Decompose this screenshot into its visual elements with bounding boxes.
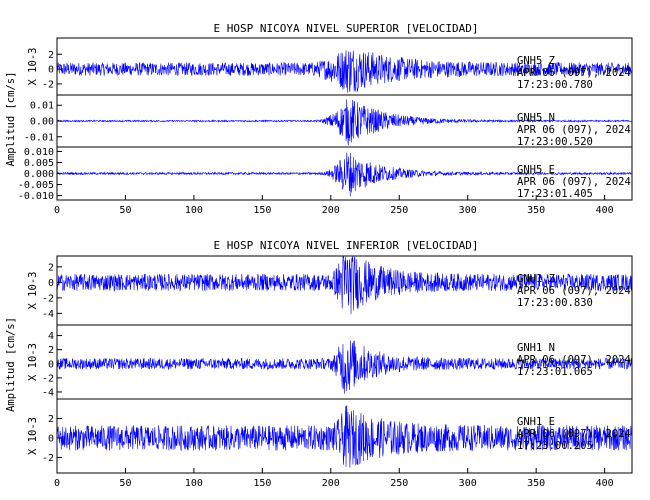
time-label: 17:23:00.780 (517, 79, 593, 91)
y-axis-title: Amplitud [cm/s] (5, 317, 17, 412)
time-label: 17:23:00.830 (517, 297, 593, 309)
y-tick-label: -0.010 (18, 191, 54, 202)
y-tick-label: 2 (48, 262, 54, 273)
y-tick-label: -4 (42, 309, 54, 320)
y-tick-label: 0.010 (24, 147, 54, 158)
y-tick-label: 0 (48, 359, 54, 370)
y-tick-label: -2 (42, 293, 54, 304)
x-tick-label: 350 (527, 478, 545, 489)
chart-title-inferior: E HOSP NICOYA NIVEL INFERIOR [VELOCIDAD] (214, 239, 479, 252)
x-tick-label: 0 (54, 478, 60, 489)
date-label: APR 06 (097), 2024 (517, 285, 631, 297)
station-label: GNH1 E (517, 416, 555, 428)
waveform-gnh5-z (56, 50, 633, 93)
waveform-gnh1-z (56, 255, 633, 315)
x-tick-label: 400 (596, 478, 614, 489)
waveform-gnh1-n (56, 340, 633, 394)
x-tick-label: 0 (54, 205, 60, 216)
x-tick-label: 300 (459, 478, 477, 489)
y-tick-label: 0.005 (24, 158, 54, 169)
waveform-gnh5-e (56, 152, 633, 197)
date-label: APR 06 (097), 2024 (517, 124, 631, 136)
y-tick-label: 0.01 (30, 101, 54, 112)
y-tick-label: -4 (42, 387, 54, 398)
x-tick-label: 300 (459, 205, 477, 216)
y-tick-label: 0.000 (24, 169, 54, 180)
station-label: GNH5 N (517, 112, 555, 124)
station-label: GNH5 Z (517, 55, 555, 67)
waveform-gnh1-e (56, 405, 633, 468)
time-label: 17:23:01.065 (517, 366, 593, 378)
y-tick-label: 2 (48, 414, 54, 425)
y-multiplier-label: X 10-3 (27, 272, 39, 310)
y-tick-label: 0.00 (30, 117, 54, 128)
panel-frame (56, 398, 633, 474)
x-tick-label: 200 (322, 205, 340, 216)
y-tick-label: 4 (48, 331, 54, 342)
date-label: APR 06 (097), 2024 (517, 354, 631, 366)
y-tick-label: -2 (42, 79, 54, 90)
y-tick-label: 2 (48, 50, 54, 61)
x-tick-label: 50 (119, 478, 131, 489)
y-multiplier-label: X 10-3 (27, 343, 39, 381)
x-tick-label: 50 (119, 205, 131, 216)
y-tick-label: 2 (48, 345, 54, 356)
y-multiplier-label: X 10-3 (27, 417, 39, 455)
x-tick-label: 350 (527, 205, 545, 216)
x-tick-label: 100 (185, 205, 203, 216)
date-label: APR 06 (097), 2024 (517, 67, 631, 79)
waveform-gnh5-n (56, 99, 633, 146)
x-tick-label: 200 (322, 478, 340, 489)
time-label: 17:23:00.520 (517, 136, 593, 148)
station-label: GNH1 N (517, 342, 555, 354)
x-tick-label: 250 (390, 478, 408, 489)
station-label: GNH5 E (517, 164, 555, 176)
y-tick-label: -2 (42, 453, 54, 464)
y-multiplier-label: X 10-3 (27, 48, 39, 86)
x-tick-label: 100 (185, 478, 203, 489)
y-tick-label: 0 (48, 65, 54, 76)
date-label: APR 06 (097), 2024 (517, 428, 631, 440)
x-tick-label: 150 (253, 478, 271, 489)
y-tick-label: -2 (42, 373, 54, 384)
chart-title-superior: E HOSP NICOYA NIVEL SUPERIOR [VELOCIDAD] (214, 22, 479, 35)
time-label: 17:23:00.205 (517, 440, 593, 452)
y-tick-label: 0 (48, 278, 54, 289)
time-label: 17:23:01.405 (517, 188, 593, 200)
y-axis-title: Amplitud [cm/s] (5, 72, 17, 167)
y-tick-label: 0 (48, 433, 54, 444)
x-tick-label: 400 (596, 205, 614, 216)
date-label: APR 06 (097), 2024 (517, 176, 631, 188)
y-tick-label: -0.01 (24, 132, 54, 143)
x-tick-label: 250 (390, 205, 408, 216)
y-tick-label: -0.005 (18, 180, 54, 191)
station-label: GNH1 Z (517, 273, 555, 285)
x-tick-label: 150 (253, 205, 271, 216)
